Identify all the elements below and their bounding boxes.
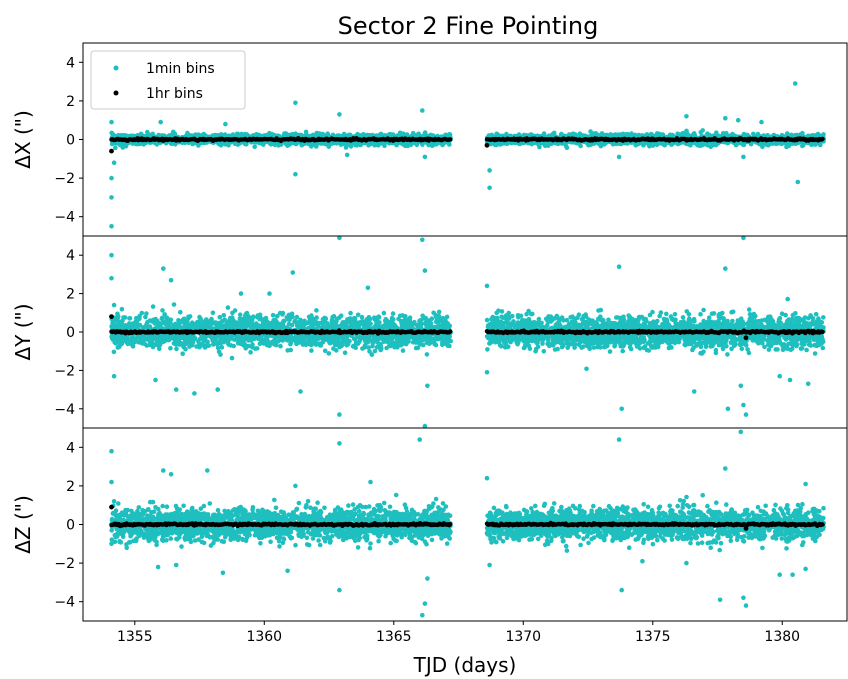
min-bin-outlier — [109, 175, 114, 181]
min-bin-point — [598, 143, 604, 149]
min-bin-outlier — [759, 119, 764, 125]
min-bin-outlier — [420, 108, 425, 113]
min-bin-outlier — [684, 114, 689, 119]
min-bin-point — [338, 142, 344, 147]
min-bin-point — [494, 131, 500, 137]
min-bin-point — [751, 131, 756, 137]
min-bin-point — [150, 131, 155, 137]
min-bin-point — [684, 132, 689, 138]
min-bin-point — [702, 141, 707, 147]
min-bin-outlier — [723, 116, 728, 121]
min-bin-outlier — [487, 168, 492, 173]
min-bin-outlier — [741, 154, 746, 160]
min-bin-outlier — [223, 121, 228, 127]
min-bin-outlier — [111, 160, 117, 165]
min-bin-point — [537, 144, 542, 150]
min-bin-point — [113, 145, 118, 151]
min-bin-outlier — [158, 119, 163, 125]
min-bin-point — [410, 132, 416, 137]
min-bin-point — [733, 142, 739, 148]
min-bin-point — [109, 130, 114, 136]
min-bin-point — [730, 131, 735, 137]
min-bin-outlier — [735, 117, 741, 123]
min-bin-point — [809, 142, 814, 147]
min-bin-point — [593, 131, 598, 136]
min-bin-point — [122, 133, 127, 138]
min-bin-outlier — [487, 185, 492, 191]
min-bin-outlier — [337, 112, 342, 117]
min-bin-outlier — [795, 179, 801, 185]
min-bin-point — [498, 141, 504, 147]
min-bin-point — [599, 131, 605, 136]
min-bin-point — [256, 132, 262, 138]
min-bin-outlier — [293, 100, 298, 106]
min-bin-point — [588, 129, 593, 134]
min-bin-point — [647, 142, 653, 148]
min-bin-point — [649, 132, 654, 137]
min-bin-outlier — [109, 195, 114, 200]
min-bin-outlier — [792, 81, 798, 86]
min-bin-point — [404, 132, 410, 137]
chart-title: Sector 2 Fine Pointing — [338, 12, 599, 40]
min-bin-point — [382, 143, 387, 149]
min-bin-point — [818, 142, 823, 148]
min-bin-point — [786, 143, 792, 148]
min-bin-point — [800, 142, 806, 147]
hr-bin-point — [448, 137, 453, 142]
min-bin-outlier — [109, 119, 114, 125]
min-bin-point — [588, 142, 594, 147]
min-bin-outlier — [293, 171, 298, 177]
min-bin-point — [698, 130, 704, 135]
panel-dx-marks — [109, 81, 826, 229]
min-bin-point — [282, 131, 287, 136]
min-bin-point — [252, 144, 257, 149]
min-bin-outlier — [616, 154, 622, 160]
min-bin-outlier — [109, 224, 114, 229]
min-bin-outlier — [344, 152, 350, 158]
min-bin-outlier — [422, 154, 428, 160]
min-bin-point — [343, 145, 349, 150]
min-bin-point — [267, 130, 272, 136]
